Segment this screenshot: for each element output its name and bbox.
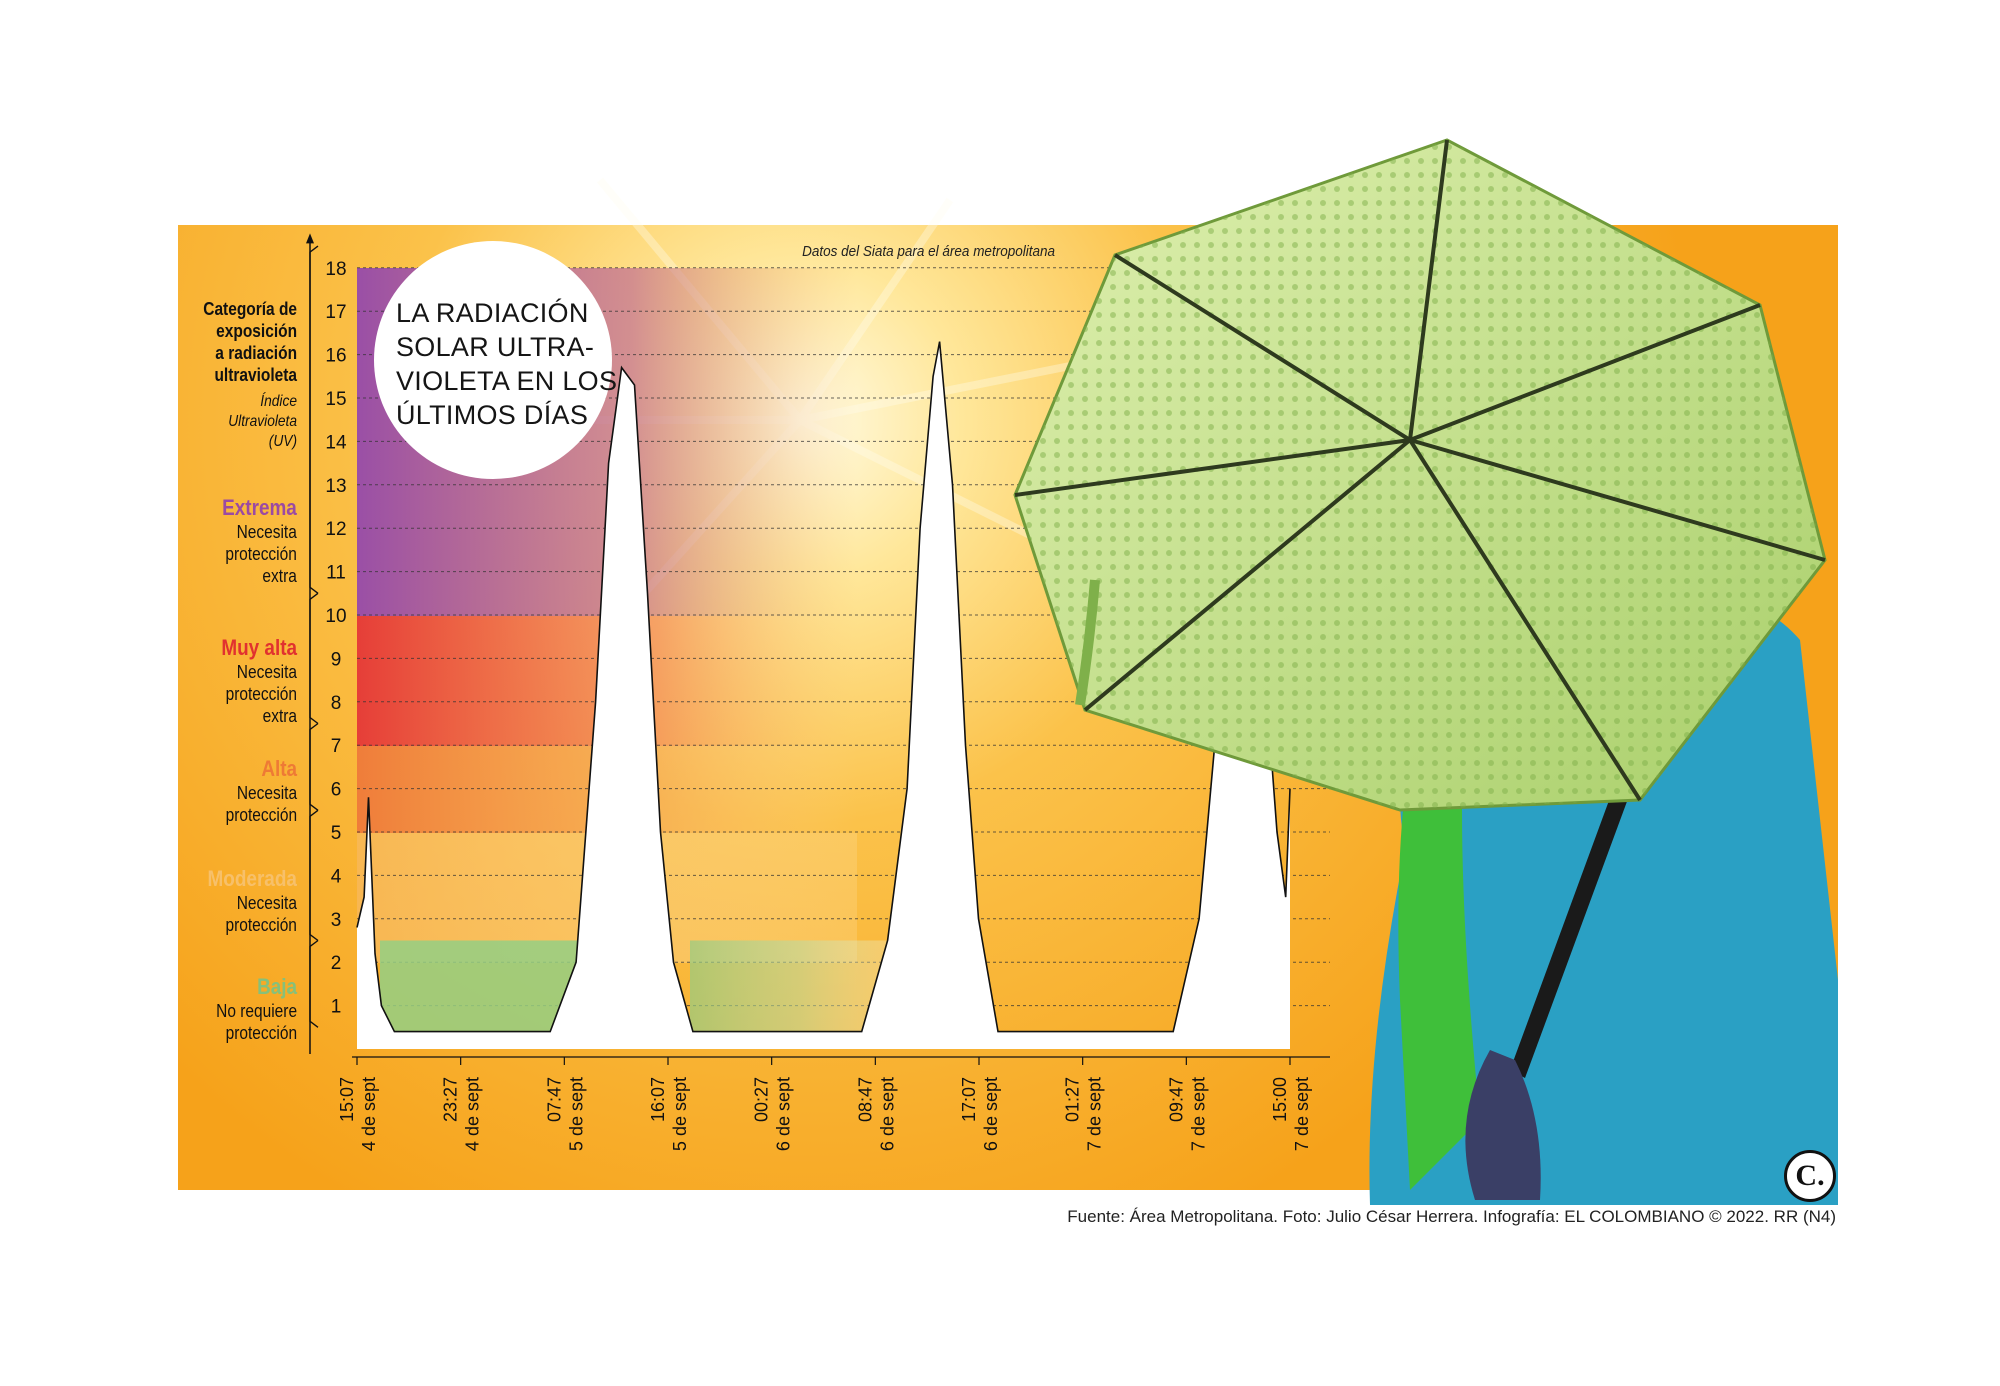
headline-line: LA RADIACIÓN (396, 298, 589, 328)
y-tick-label: 13 (325, 476, 346, 497)
baja-fill-rect (380, 940, 580, 1032)
y-tick-label: 2 (331, 953, 342, 974)
axis-heading-line: a radiación (215, 343, 297, 363)
y-axis-label-line: Ultravioleta (228, 413, 297, 430)
x-tick-time: 23:27 (441, 1077, 461, 1122)
x-tick-date: 6 de sept (774, 1077, 794, 1151)
y-tick-label: 5 (331, 823, 342, 844)
y-tick-label: 9 (331, 649, 342, 670)
axis-heading-line: exposición (216, 321, 297, 341)
umbrella (1013, 138, 1827, 812)
category-note: Necesita (236, 522, 297, 542)
y-tick-label: 6 (331, 780, 342, 801)
y-tick-label: 11 (326, 563, 346, 584)
y-tick-label: 4 (331, 866, 342, 887)
x-tick-time: 07:47 (544, 1077, 564, 1122)
credit-line: Fuente: Área Metropolitana. Foto: Julio … (1067, 1207, 1836, 1226)
headline-line: ÚLTIMOS DÍAS (396, 400, 589, 430)
y-tick-label: 1 (331, 997, 342, 1018)
x-tick-date: 6 de sept (981, 1077, 1001, 1151)
uv-area (357, 341, 1290, 1050)
axis-heading-line: ultravioleta (214, 365, 297, 385)
y-axis-label: Índice Ultravioleta (UV) (228, 392, 297, 452)
category-name: Extrema (222, 495, 297, 520)
bracket-0 (309, 245, 319, 594)
category-note: protección (225, 544, 297, 564)
x-tick-date: 4 de sept (359, 1077, 379, 1151)
category-brackets (309, 245, 319, 1028)
y-tick-label: 12 (325, 519, 346, 540)
y-axis-label-line: (UV) (268, 433, 297, 450)
x-tick-time: 08:47 (855, 1077, 875, 1122)
y-tick-label: 14 (325, 432, 347, 453)
x-tick-time: 15:07 (337, 1077, 357, 1122)
data-source-note: Datos del Siata para el área metropolita… (802, 243, 1055, 260)
y-tick-label: 18 (325, 259, 346, 280)
y-tick-label: 16 (325, 346, 346, 367)
category-muy-alta: Muy alta Necesita protección extra (221, 635, 297, 727)
x-axis: 15:07 4 de sept 23:27 4 de sept 07:47 5 de se… (337, 1056, 1330, 1151)
y-tick-label: 15 (325, 389, 346, 410)
y-axis-label-line: Índice (260, 393, 297, 410)
category-moderada: Moderada Necesita protección (208, 866, 297, 936)
axis-heading: Categoría de exposición a radiación ultr… (203, 298, 297, 386)
category-note: protección (225, 684, 297, 704)
x-tick-time: 16:07 (648, 1077, 668, 1122)
x-tick-date: 4 de sept (463, 1077, 483, 1151)
x-tick-time: 15:00 (1270, 1077, 1290, 1122)
y-tick-label: 8 (331, 693, 342, 714)
bracket-1 (309, 592, 319, 725)
headline-circle (374, 241, 612, 479)
x-tick-date: 7 de sept (1085, 1077, 1105, 1151)
category-note: Necesita (236, 783, 297, 803)
headline-line: VIOLETA EN LOS (396, 366, 618, 396)
category-note: protección (225, 915, 297, 935)
category-note: Necesita (236, 893, 297, 913)
headline: LA RADIACIÓN SOLAR ULTRA- VIOLETA EN LOS… (396, 296, 626, 432)
bracket-2 (309, 722, 319, 811)
y-axis-arrow (306, 233, 314, 244)
x-tick-date: 5 de sept (670, 1077, 690, 1151)
bracket-4 (309, 939, 319, 1028)
x-tick-time: 00:27 (752, 1077, 772, 1122)
category-name: Muy alta (221, 635, 297, 660)
category-note: extra (262, 706, 297, 726)
x-tick-time: 17:07 (959, 1077, 979, 1122)
x-tick-date: 7 de sept (1188, 1077, 1208, 1151)
category-note: extra (262, 566, 297, 586)
x-tick-date: 5 de sept (566, 1077, 586, 1151)
category-alta: Alta Necesita protección (226, 756, 297, 826)
x-tick-time: 09:47 (1166, 1077, 1186, 1122)
category-note: No requiere (216, 1001, 297, 1021)
y-tick-label: 3 (331, 910, 342, 931)
el-colombiano-logo: C. (1784, 1150, 1836, 1202)
category-note: protección (225, 1023, 297, 1043)
headline-line: SOLAR ULTRA- (396, 332, 595, 362)
axis-heading-line: Categoría de (203, 299, 297, 319)
category-baja: Baja No requiere protección (216, 974, 297, 1044)
category-note: Necesita (236, 662, 297, 682)
category-name: Baja (257, 974, 297, 999)
y-tick-label: 10 (325, 606, 346, 627)
category-extrema: Extrema Necesita protección extra (222, 495, 297, 587)
category-note: protección (225, 805, 297, 825)
x-tick-date: 7 de sept (1292, 1077, 1312, 1151)
category-name: Alta (261, 756, 297, 781)
x-tick-date: 6 de sept (877, 1077, 897, 1151)
bracket-3 (309, 809, 319, 942)
y-tick-label: 17 (325, 302, 346, 323)
x-tick-time: 01:27 (1063, 1077, 1083, 1122)
category-name: Moderada (207, 866, 297, 891)
y-tick-label: 7 (331, 736, 342, 757)
